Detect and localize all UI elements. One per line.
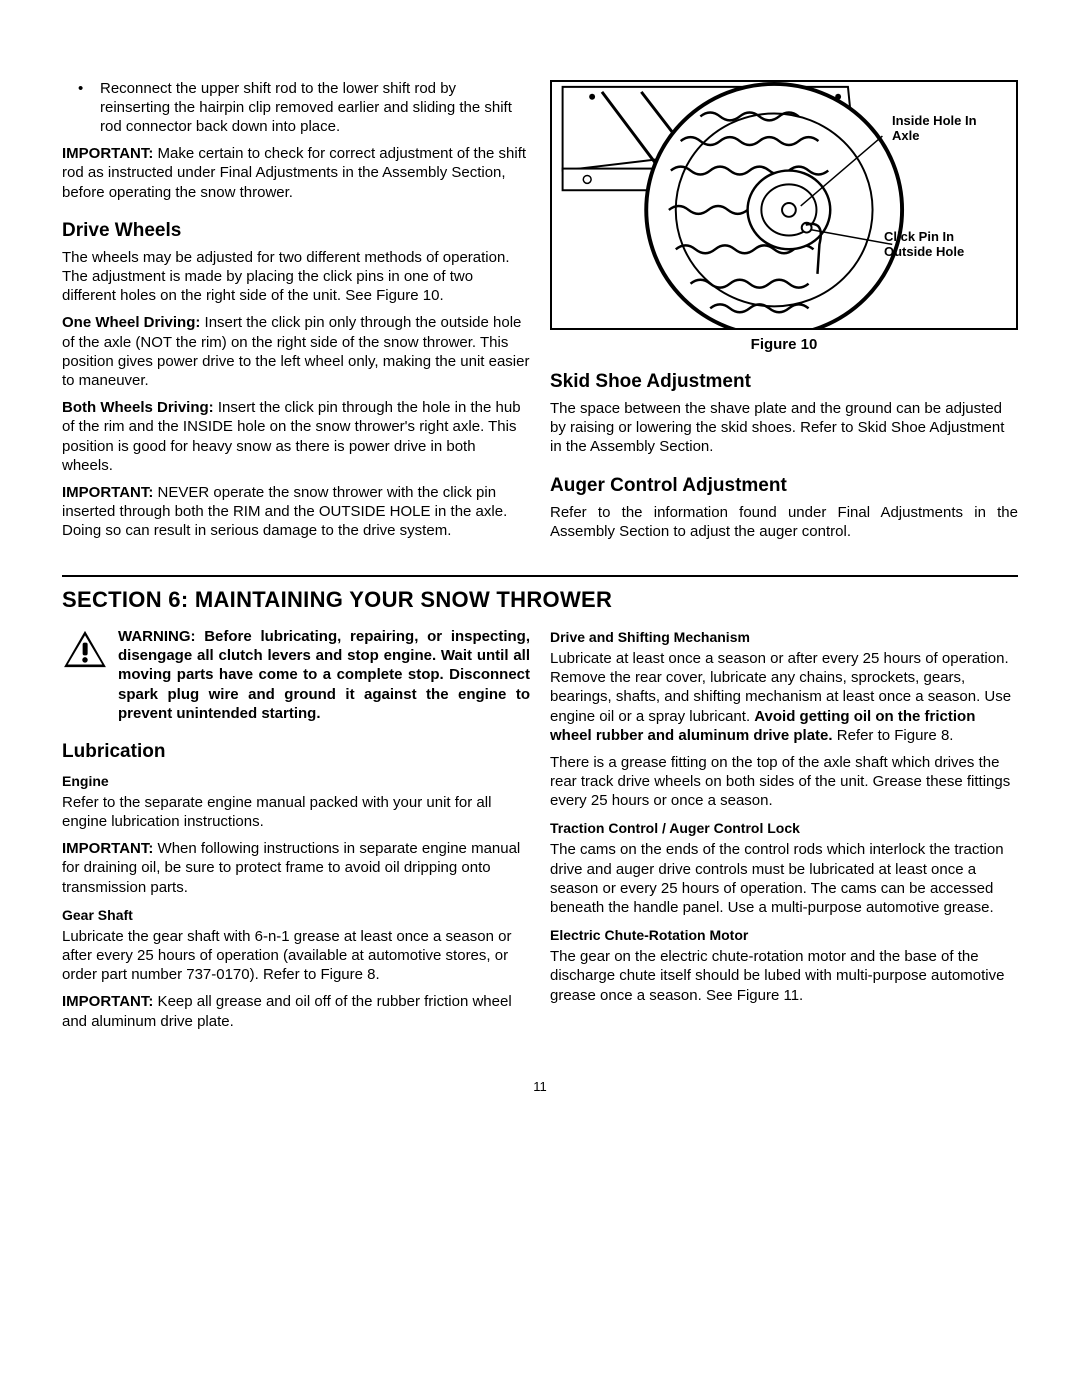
- section-6-right: Drive and Shifting Mechanism Lubricate a…: [550, 627, 1018, 1039]
- gear-imp-label: IMPORTANT:: [62, 993, 153, 1010]
- traction-para: The cams on the ends of the control rods…: [550, 840, 1018, 917]
- engine-subheading: Engine: [62, 773, 530, 789]
- engine-imp-label: IMPORTANT:: [62, 840, 153, 857]
- important-label-2: IMPORTANT:: [62, 484, 153, 501]
- auger-text: Refer to the information found under Fin…: [550, 503, 1018, 541]
- gear-para: Lubricate the gear shaft with 6-n-1 grea…: [62, 927, 530, 985]
- skid-text: The space between the shave plate and th…: [550, 399, 1018, 457]
- skid-heading: Skid Shoe Adjustment: [550, 371, 1018, 393]
- drive-mech-subheading: Drive and Shifting Mechanism: [550, 629, 1018, 645]
- drive-p1b: Refer to Figure 8.: [833, 727, 954, 744]
- warning-text: WARNING: Before lubricating, repairing, …: [118, 627, 530, 723]
- warning-block: WARNING: Before lubricating, repairing, …: [62, 627, 530, 723]
- section-divider: [62, 575, 1018, 577]
- important-note-2: IMPORTANT: NEVER operate the snow throwe…: [62, 483, 530, 541]
- one-wheel-para: One Wheel Driving: Insert the click pin …: [62, 313, 530, 390]
- drive-para-2: There is a grease fitting on the top of …: [550, 753, 1018, 811]
- warning-icon: [62, 629, 108, 674]
- figure-label-click: Click Pin In Outside Hole: [884, 230, 1002, 260]
- figure-10-caption: Figure 10: [550, 336, 1018, 353]
- section-6-columns: WARNING: Before lubricating, repairing, …: [62, 627, 1018, 1039]
- lubrication-heading: Lubrication: [62, 741, 530, 763]
- auger-heading: Auger Control Adjustment: [550, 475, 1018, 497]
- top-columns: Reconnect the upper shift rod to the low…: [62, 80, 1018, 549]
- traction-subheading: Traction Control / Auger Control Lock: [550, 820, 1018, 836]
- drive-para-1: Lubricate at least once a season or afte…: [550, 649, 1018, 745]
- figure-label-inside: Inside Hole In Axle: [892, 114, 1002, 144]
- engine-important: IMPORTANT: When following instructions i…: [62, 839, 530, 897]
- engine-para: Refer to the separate engine manual pack…: [62, 793, 530, 831]
- drive-wheels-intro: The wheels may be adjusted for two diffe…: [62, 248, 530, 306]
- both-wheels-para: Both Wheels Driving: Insert the click pi…: [62, 398, 530, 475]
- chute-subheading: Electric Chute-Rotation Motor: [550, 927, 1018, 943]
- gear-important: IMPORTANT: Keep all grease and oil off o…: [62, 992, 530, 1030]
- both-wheels-label: Both Wheels Driving:: [62, 399, 214, 416]
- left-column: Reconnect the upper shift rod to the low…: [62, 80, 530, 549]
- chute-para: The gear on the electric chute-rotation …: [550, 947, 1018, 1005]
- section-6-title: SECTION 6: MAINTAINING YOUR SNOW THROWER: [62, 587, 1018, 613]
- right-column: Inside Hole In Axle Click Pin In Outside…: [550, 80, 1018, 549]
- page-number: 11: [62, 1079, 1018, 1094]
- section-6-left: WARNING: Before lubricating, repairing, …: [62, 627, 530, 1039]
- one-wheel-label: One Wheel Driving:: [62, 314, 200, 331]
- figure-10-box: Inside Hole In Axle Click Pin In Outside…: [550, 80, 1018, 330]
- bullet-item: Reconnect the upper shift rod to the low…: [100, 80, 530, 136]
- important-note-1: IMPORTANT: Make certain to check for cor…: [62, 144, 530, 202]
- drive-wheels-heading: Drive Wheels: [62, 220, 530, 242]
- important-label: IMPORTANT:: [62, 145, 153, 162]
- gear-shaft-subheading: Gear Shaft: [62, 907, 530, 923]
- bullet-list: Reconnect the upper shift rod to the low…: [62, 80, 530, 136]
